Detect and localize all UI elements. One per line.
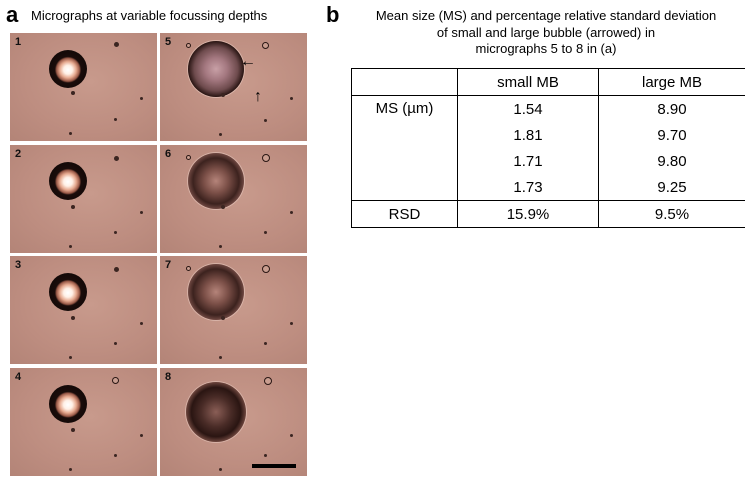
table-cell: 9.25 — [657, 178, 687, 196]
table-row: 1.71 9.80 — [352, 148, 746, 174]
micrograph-number: 7 — [165, 259, 172, 271]
micrograph-8: 8 — [160, 368, 307, 476]
rsd-label: RSD — [351, 200, 458, 228]
small-bubble — [71, 205, 75, 209]
small-bubble — [69, 356, 72, 359]
small-bubble — [114, 156, 119, 161]
small-bubble — [219, 133, 222, 136]
table-header-large-mb: large MB — [598, 68, 745, 96]
large-bubble — [188, 153, 244, 209]
small-bubble — [262, 265, 270, 273]
panel-b-title-line-3: micrographs 5 to 8 in (a) — [475, 41, 617, 56]
arrow-left-icon: ← — [240, 53, 256, 70]
micrograph-number: 4 — [15, 371, 22, 383]
table-header-cell — [351, 68, 458, 96]
micrograph-7: 7 — [160, 256, 307, 364]
small-bubble — [114, 267, 119, 272]
small-bubble — [262, 42, 269, 49]
small-bubble — [219, 468, 222, 471]
small-bubble — [290, 97, 293, 100]
small-bubble — [112, 377, 119, 384]
small-bubble — [221, 205, 225, 209]
small-bubble — [219, 245, 222, 248]
small-bubble — [264, 377, 272, 385]
table-row: 1.73 9.25 — [352, 174, 746, 201]
small-bubble — [290, 322, 293, 325]
small-bubble — [290, 434, 293, 437]
small-bubble — [114, 42, 119, 47]
table-cell: 9.5% — [598, 200, 745, 228]
panel-a-title: Micrographs at variable focussing depths — [31, 8, 268, 23]
panel-b-title: Mean size (MS) and percentage relative s… — [350, 8, 742, 58]
micrograph-number: 1 — [15, 36, 22, 48]
large-bubble — [186, 382, 246, 442]
small-bubble — [140, 322, 143, 325]
micrograph-number: 6 — [165, 148, 172, 160]
large-bubble — [49, 385, 87, 423]
table-header-small-mb: small MB — [457, 68, 599, 96]
small-bubble — [186, 155, 191, 160]
small-bubble — [264, 231, 267, 234]
small-bubble — [264, 119, 267, 122]
micrograph-4: 4 — [10, 368, 157, 476]
small-bubble — [69, 132, 72, 135]
micrograph-3: 3 — [10, 256, 157, 364]
table-header-row: small MB large MB — [351, 68, 745, 96]
micrograph-number: 2 — [15, 148, 22, 160]
micrograph-5: 5 — [160, 33, 307, 141]
large-bubble — [188, 41, 244, 97]
small-bubble — [262, 154, 270, 162]
small-bubble — [71, 428, 75, 432]
small-bubble — [140, 211, 143, 214]
table-cell: 1.71 — [457, 148, 599, 174]
small-bubble — [140, 97, 143, 100]
table-cell: 15.9% — [457, 200, 599, 228]
large-bubble — [49, 50, 87, 88]
small-bubble — [186, 43, 191, 48]
large-bubble — [188, 264, 244, 320]
micrograph-number: 8 — [165, 371, 172, 383]
ms-label: MS (µm) — [351, 95, 458, 201]
micrograph-6: 6 — [160, 145, 307, 253]
table-cell: 1.73 — [457, 174, 599, 201]
panel-b-title-line-1: Mean size (MS) and percentage relative s… — [375, 8, 717, 23]
small-bubble — [69, 468, 72, 471]
panel-b-title-line-2: of small and large bubble (arrowed) in — [436, 24, 656, 40]
small-bubble — [114, 118, 117, 121]
small-bubble — [264, 454, 267, 457]
table-cell: 8.90 — [598, 95, 745, 122]
small-bubble — [290, 211, 293, 214]
large-bubble — [49, 162, 87, 200]
large-bubble — [49, 273, 87, 311]
table-row: 1.81 9.70 — [352, 122, 746, 148]
micrograph-2: 2 — [10, 145, 157, 253]
micrograph-number: 3 — [15, 259, 22, 271]
table-row-rsd: RSD 15.9% 9.5% — [351, 200, 745, 228]
small-bubble — [71, 91, 75, 95]
table-cell: 9.80 — [657, 152, 687, 170]
panel-a-letter: a — [6, 2, 19, 27]
scale-bar — [252, 464, 296, 468]
small-bubble — [221, 93, 225, 97]
small-bubble — [69, 245, 72, 248]
table-cell: 9.70 — [657, 126, 687, 144]
bubble-size-table: small MB large MB MS (µm) 1.54 8.90 1.81… — [351, 68, 745, 228]
small-bubble — [140, 434, 143, 437]
small-bubble — [186, 266, 191, 271]
small-bubble — [219, 356, 222, 359]
small-bubble — [114, 342, 117, 345]
panel-b-letter: b — [326, 2, 340, 27]
micrograph-1: 1 — [10, 33, 157, 141]
small-bubble — [221, 316, 225, 320]
small-bubble — [114, 231, 117, 234]
table-row: MS (µm) 1.54 8.90 — [351, 95, 745, 201]
small-bubble — [114, 454, 117, 457]
small-bubble — [264, 342, 267, 345]
table-cell: 1.54 — [457, 95, 599, 122]
arrow-up-icon: ↑ — [254, 88, 262, 105]
small-bubble — [71, 316, 75, 320]
micrograph-number: 5 — [165, 36, 172, 48]
table-cell: 1.81 — [457, 122, 599, 148]
